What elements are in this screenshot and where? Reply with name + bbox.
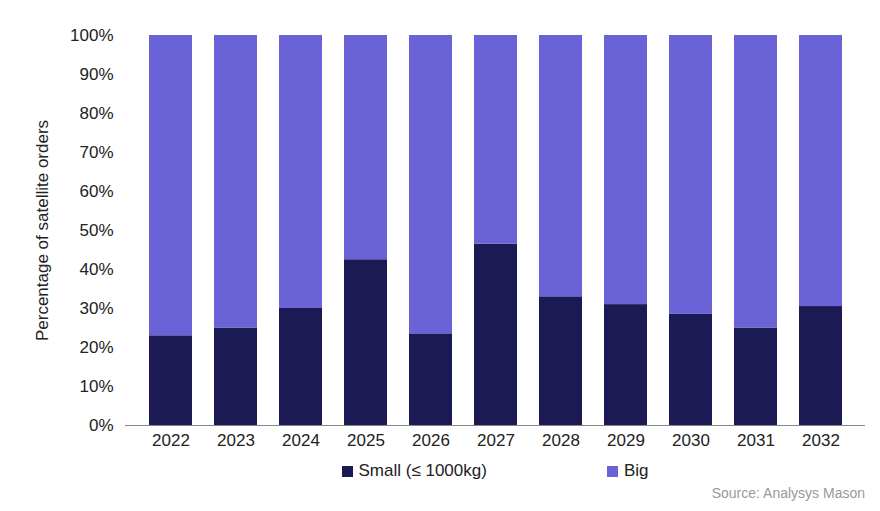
svg-text:50%: 50% xyxy=(79,221,113,240)
svg-text:2022: 2022 xyxy=(152,431,190,450)
svg-text:2028: 2028 xyxy=(542,431,580,450)
svg-text:2023: 2023 xyxy=(217,431,255,450)
svg-text:30%: 30% xyxy=(79,299,113,318)
svg-text:40%: 40% xyxy=(79,260,113,279)
svg-text:2026: 2026 xyxy=(412,431,450,450)
html-text:Source: Analysys Mason: Source: Analysys Mason xyxy=(711,485,865,501)
svg-text:80%: 80% xyxy=(79,104,113,123)
svg-text:0%: 0% xyxy=(89,416,114,435)
svg-text:2025: 2025 xyxy=(347,431,385,450)
svg-text:Percentage of satellite orders: Percentage of satellite orders xyxy=(33,120,52,341)
svg-text:2029: 2029 xyxy=(607,431,645,450)
svg-text:2032: 2032 xyxy=(802,431,840,450)
svg-text:10%: 10% xyxy=(79,377,113,396)
svg-text:2030: 2030 xyxy=(672,431,710,450)
svg-text:2024: 2024 xyxy=(282,431,320,450)
html-text:Big: Big xyxy=(623,461,649,480)
svg-text:60%: 60% xyxy=(79,182,113,201)
svg-text:90%: 90% xyxy=(79,65,113,84)
svg-text:100%: 100% xyxy=(70,26,113,45)
svg-text:2027: 2027 xyxy=(477,431,515,450)
svg-text:70%: 70% xyxy=(79,143,113,162)
svg-text:20%: 20% xyxy=(79,338,113,357)
html-text:Small (≤ 1000kg): Small (≤ 1000kg) xyxy=(358,461,487,480)
svg-text:2031: 2031 xyxy=(737,431,775,450)
